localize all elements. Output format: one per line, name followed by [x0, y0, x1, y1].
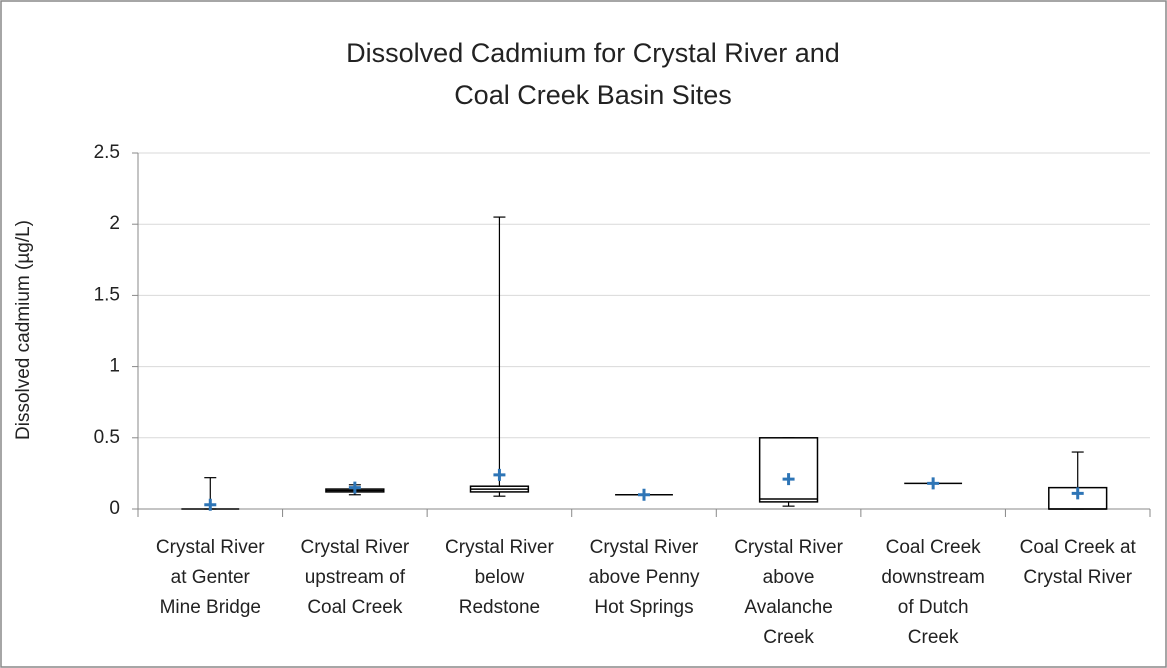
y-tick-label: 2 [109, 213, 120, 234]
x-tick-label: at Genter [171, 567, 251, 588]
x-tick-label: above [763, 567, 815, 588]
chart-title: Dissolved Cadmium for Crystal River and [346, 38, 840, 68]
x-tick-label: downstream [881, 567, 985, 588]
mean-marker [348, 481, 361, 494]
mean-marker [638, 488, 650, 501]
mean-marker [1071, 487, 1084, 500]
chart-title: Coal Creek Basin Sites [454, 80, 732, 110]
x-tick-label: Redstone [459, 597, 540, 618]
y-tick-label: 0 [109, 498, 120, 519]
x-tick-label: Creek [763, 627, 814, 648]
x-tick-label: Coal Creek at [1020, 537, 1137, 558]
x-tick-label: Coal Creek [307, 597, 403, 618]
mean-marker [782, 473, 795, 486]
y-tick-label: 0.5 [94, 427, 120, 448]
x-tick-label: Crystal River [1023, 567, 1132, 588]
x-tick-label: Crystal River [590, 537, 699, 558]
x-tick-label: Avalanche [744, 597, 832, 618]
y-tick-label: 2.5 [94, 142, 120, 163]
x-tick-label: Hot Springs [594, 597, 693, 618]
y-tick-label: 1.5 [94, 284, 120, 305]
mean-marker [927, 477, 940, 490]
y-tick-label: 1 [109, 356, 120, 377]
mean-marker [493, 468, 506, 481]
x-tick-label: Coal Creek [886, 537, 982, 558]
y-axis-label: Dissolved cadmium (µg/L) [13, 220, 34, 440]
x-tick-label: upstream of [305, 567, 406, 588]
mean-marker [204, 498, 217, 511]
box [758, 437, 819, 503]
x-tick-label: Crystal River [300, 537, 409, 558]
x-tick-label: Crystal River [734, 537, 843, 558]
x-tick-label: below [475, 567, 525, 588]
x-tick-label: Crystal River [156, 537, 265, 558]
x-tick-label: of Dutch [898, 597, 969, 618]
x-tick-label: Crystal River [445, 537, 554, 558]
x-tick-label: above Penny [589, 567, 700, 588]
x-tick-label: Mine Bridge [160, 597, 261, 618]
x-tick-label: Creek [908, 627, 959, 648]
